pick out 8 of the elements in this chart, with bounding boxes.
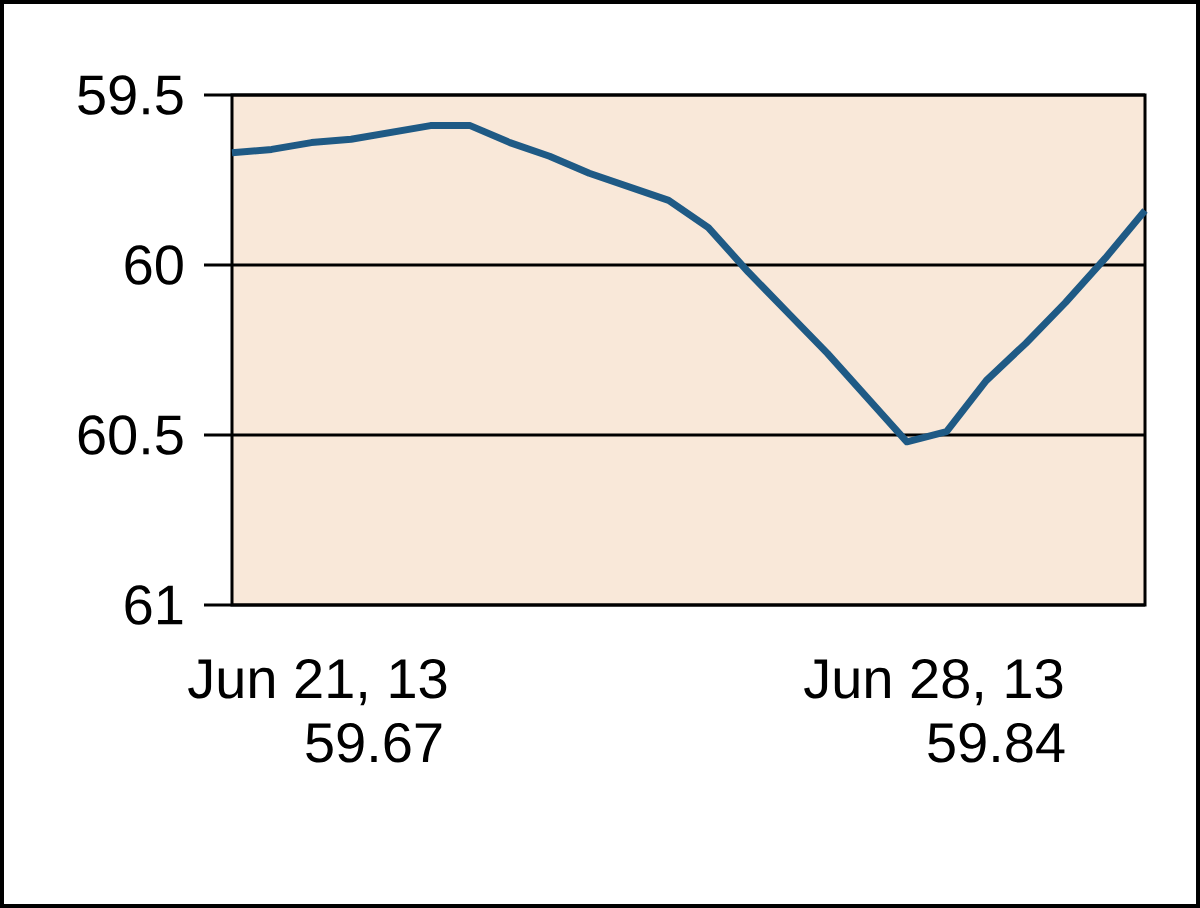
y-tick-label: 59.5 — [78, 75, 183, 115]
text: 59.67 — [306, 722, 442, 763]
text: Jun 28, 13 — [804, 658, 1063, 706]
y-tick-label: 61 — [125, 585, 183, 625]
text: Jun 21, 13 — [188, 658, 447, 706]
y-tick-label: 60.5 — [78, 415, 183, 455]
text: 59.84 — [928, 722, 1065, 763]
y-tick-label: 60 — [125, 245, 183, 285]
